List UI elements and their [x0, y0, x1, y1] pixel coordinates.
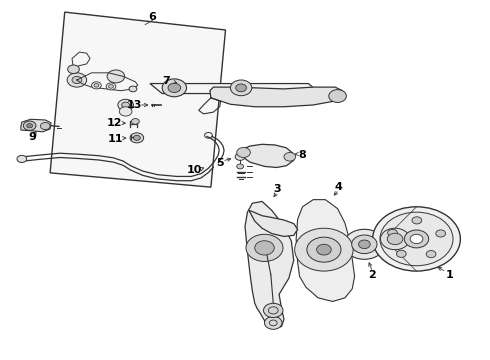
Circle shape	[27, 123, 32, 128]
Circle shape	[130, 133, 144, 143]
Circle shape	[265, 316, 282, 329]
Circle shape	[317, 244, 331, 255]
Polygon shape	[50, 12, 225, 187]
Circle shape	[246, 234, 283, 261]
Circle shape	[119, 107, 132, 116]
Text: 9: 9	[28, 132, 36, 142]
Polygon shape	[150, 84, 320, 94]
Text: 8: 8	[298, 150, 306, 160]
Polygon shape	[249, 210, 297, 237]
Circle shape	[133, 135, 140, 140]
Circle shape	[294, 228, 353, 271]
Circle shape	[17, 156, 27, 162]
Text: 3: 3	[273, 184, 280, 194]
Circle shape	[107, 70, 124, 83]
Circle shape	[92, 82, 101, 89]
Circle shape	[235, 153, 245, 160]
Circle shape	[109, 85, 114, 88]
Circle shape	[344, 229, 385, 259]
Circle shape	[264, 303, 283, 318]
Text: 7: 7	[162, 76, 170, 86]
Text: 10: 10	[187, 165, 202, 175]
Circle shape	[129, 86, 137, 92]
Circle shape	[352, 235, 377, 253]
Polygon shape	[210, 87, 343, 107]
Text: 6: 6	[148, 13, 156, 22]
Circle shape	[387, 233, 403, 245]
Circle shape	[373, 207, 460, 271]
Circle shape	[284, 153, 295, 161]
Circle shape	[380, 212, 453, 266]
Circle shape	[359, 240, 370, 249]
Circle shape	[72, 76, 82, 84]
Circle shape	[237, 164, 244, 169]
Circle shape	[67, 73, 87, 87]
Circle shape	[236, 84, 246, 92]
Circle shape	[24, 121, 36, 130]
Circle shape	[94, 84, 99, 87]
Circle shape	[329, 90, 346, 103]
Circle shape	[68, 65, 79, 73]
Text: 5: 5	[216, 158, 223, 168]
Circle shape	[388, 229, 397, 237]
Circle shape	[168, 83, 181, 93]
Circle shape	[380, 228, 410, 249]
Text: 13: 13	[126, 100, 142, 110]
Circle shape	[307, 237, 341, 262]
Circle shape	[255, 241, 274, 255]
Circle shape	[426, 251, 436, 258]
Circle shape	[162, 79, 187, 97]
Text: 4: 4	[335, 182, 343, 192]
Polygon shape	[296, 200, 355, 301]
Circle shape	[436, 230, 445, 237]
Text: 1: 1	[446, 270, 454, 280]
Circle shape	[237, 148, 250, 157]
Circle shape	[404, 230, 429, 248]
Polygon shape	[240, 144, 294, 167]
Circle shape	[122, 102, 129, 108]
Circle shape	[230, 80, 252, 96]
Circle shape	[118, 99, 133, 111]
Circle shape	[131, 118, 139, 124]
Circle shape	[396, 250, 406, 257]
Circle shape	[412, 217, 422, 224]
Circle shape	[410, 234, 423, 244]
Circle shape	[106, 83, 116, 90]
Polygon shape	[245, 202, 294, 328]
Polygon shape	[21, 119, 51, 132]
Circle shape	[40, 122, 50, 130]
Text: 2: 2	[368, 270, 375, 280]
Text: 11: 11	[108, 134, 123, 144]
Text: 12: 12	[107, 118, 122, 128]
